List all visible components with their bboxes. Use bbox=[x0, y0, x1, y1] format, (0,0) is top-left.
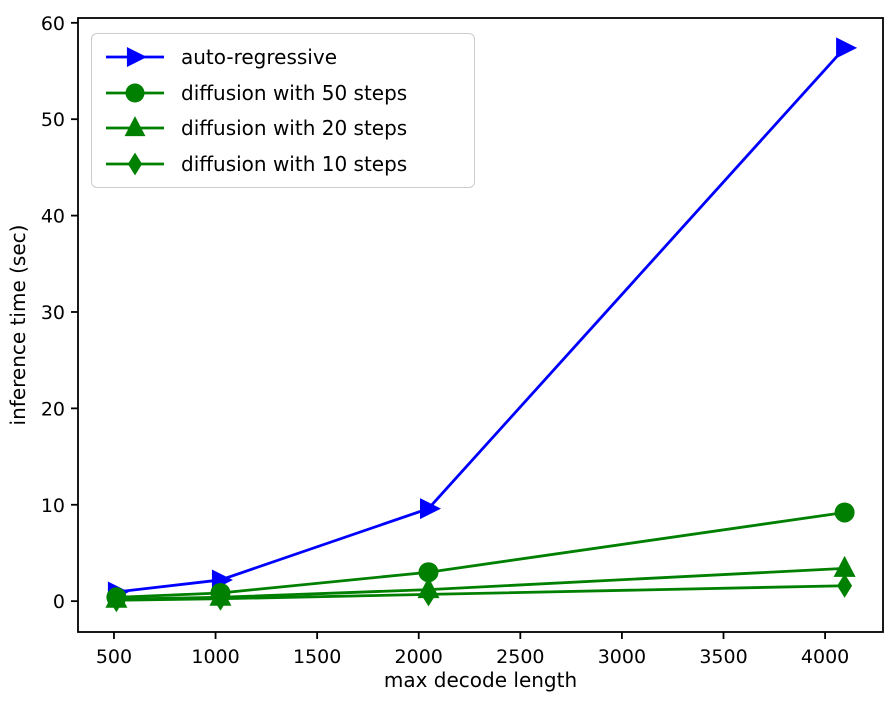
x-tick-label: 1500 bbox=[293, 646, 341, 668]
triangle-right-legend-icon bbox=[106, 46, 164, 67]
series-line-auto-regressive bbox=[116, 46, 846, 594]
plot-border bbox=[77, 17, 884, 633]
circle-marker bbox=[834, 502, 855, 523]
legend-item-auto-regressive: auto-regressive bbox=[105, 39, 464, 75]
y-tick-label: 50 bbox=[41, 109, 65, 131]
series-line-diffusion-with-10-steps bbox=[116, 584, 845, 602]
legend-item-label: diffusion with 10 steps bbox=[181, 152, 408, 177]
diamond-legend-icon bbox=[106, 152, 164, 176]
legend-item-label: auto-regressive bbox=[181, 44, 338, 69]
x-tick-label: 2500 bbox=[496, 646, 544, 668]
y-axis-label: inference time (sec) bbox=[6, 224, 30, 426]
x-axis-label: max decode length bbox=[383, 668, 578, 692]
triangle-right-marker bbox=[836, 37, 858, 59]
x-tick-label: 500 bbox=[96, 646, 132, 668]
diamond-marker bbox=[127, 152, 143, 176]
y-tick-label: 20 bbox=[41, 398, 65, 420]
x-tick-label: 4000 bbox=[801, 646, 849, 668]
diamond-marker bbox=[212, 586, 228, 611]
circle-marker bbox=[418, 562, 439, 583]
x-tick-label: 2000 bbox=[395, 646, 443, 668]
triangle-right-marker bbox=[126, 46, 147, 67]
chart-legend: auto-regressive diffusion with 50 steps di… bbox=[91, 33, 475, 188]
y-tick-label: 0 bbox=[53, 591, 65, 613]
triangle-right-marker bbox=[419, 498, 441, 520]
y-tick-label: 30 bbox=[41, 302, 65, 324]
diamond-marker bbox=[837, 573, 853, 598]
legend-item-diffusion-with-10-steps: diffusion with 10 steps bbox=[105, 146, 464, 182]
y-tick-label: 40 bbox=[41, 206, 65, 228]
triangle-up-marker bbox=[833, 555, 856, 577]
diamond-marker bbox=[420, 582, 436, 607]
legend-item-label: diffusion with 50 steps bbox=[181, 80, 408, 105]
legend-item-diffusion-with-20-steps: diffusion with 20 steps bbox=[105, 111, 464, 147]
circle-marker bbox=[125, 83, 145, 103]
x-tick-label: 3000 bbox=[598, 646, 646, 668]
series-line-diffusion-with-50-steps bbox=[116, 511, 845, 599]
x-tick-label: 3500 bbox=[699, 646, 747, 668]
legend-item-diffusion-with-50-steps: diffusion with 50 steps bbox=[105, 75, 464, 111]
legend-item-label: diffusion with 20 steps bbox=[181, 116, 408, 141]
diamond-marker bbox=[108, 588, 124, 613]
y-tick-label: 10 bbox=[41, 495, 65, 517]
triangle-up-legend-icon bbox=[106, 116, 164, 137]
triangle-up-marker bbox=[124, 116, 146, 137]
y-tick-label: 60 bbox=[41, 13, 65, 35]
circle-legend-icon bbox=[106, 83, 164, 103]
x-tick-label: 1000 bbox=[191, 646, 239, 668]
